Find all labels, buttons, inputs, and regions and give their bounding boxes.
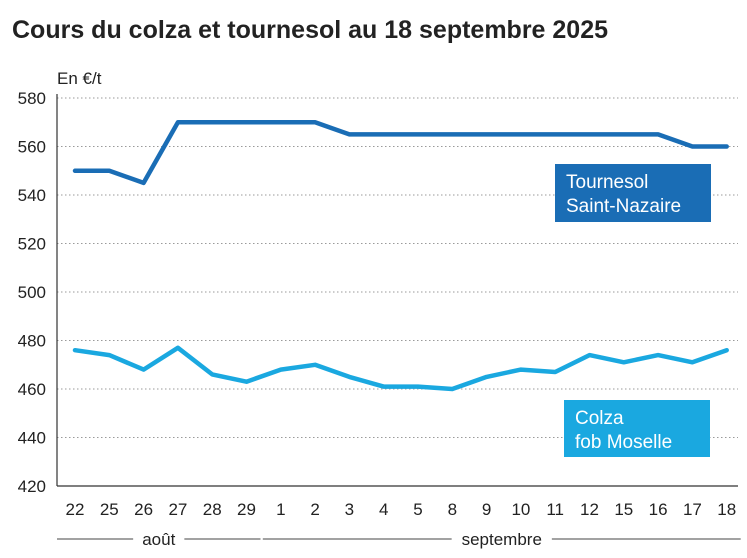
y-tick-label: 480 xyxy=(18,332,46,351)
y-tick-label: 580 xyxy=(18,89,46,108)
series-label-text: fob Moselle xyxy=(575,432,672,453)
x-tick-label: 3 xyxy=(345,500,354,519)
month-label: août xyxy=(142,530,175,549)
x-tick-label: 2 xyxy=(310,500,319,519)
month-label: septembre xyxy=(462,530,542,549)
colza-series-line xyxy=(72,345,729,392)
x-tick-label: 10 xyxy=(511,500,530,519)
x-tick-label: 9 xyxy=(482,500,491,519)
y-tick-label: 500 xyxy=(18,283,46,302)
x-tick-label: 17 xyxy=(683,500,702,519)
x-tick-label: 27 xyxy=(168,500,187,519)
x-tick-label: 22 xyxy=(66,500,85,519)
x-tick-label: 15 xyxy=(614,500,633,519)
chart-title: Cours du colza et tournesol au 18 septem… xyxy=(12,16,609,44)
x-tick-label: 16 xyxy=(649,500,668,519)
y-tick-label: 540 xyxy=(18,186,46,205)
y-tick-label: 460 xyxy=(18,380,46,399)
series-label-text: Colza xyxy=(575,408,624,429)
tournesol-series-line xyxy=(72,120,729,186)
y-tick-label: 420 xyxy=(18,477,46,496)
y-tick-label: 560 xyxy=(18,138,46,157)
x-tick-label: 18 xyxy=(717,500,736,519)
series-label-box xyxy=(555,164,711,222)
y-tick-label: 440 xyxy=(18,429,46,448)
series-label-text: Saint-Nazaire xyxy=(566,196,681,217)
x-tick-label: 8 xyxy=(448,500,457,519)
x-tick-label: 4 xyxy=(379,500,388,519)
x-tick-label: 5 xyxy=(413,500,422,519)
series-label-box xyxy=(564,400,710,457)
x-tick-label: 1 xyxy=(276,500,285,519)
x-tick-label: 11 xyxy=(546,500,564,519)
x-tick-label: 26 xyxy=(134,500,153,519)
x-tick-label: 25 xyxy=(100,500,119,519)
x-tick-label: 29 xyxy=(237,500,256,519)
y-tick-label: 520 xyxy=(18,235,46,254)
y-axis-unit: En €/t xyxy=(57,69,102,88)
x-tick-label: 28 xyxy=(203,500,222,519)
series-label-text: Tournesol xyxy=(566,172,648,193)
x-tick-label: 12 xyxy=(580,500,599,519)
